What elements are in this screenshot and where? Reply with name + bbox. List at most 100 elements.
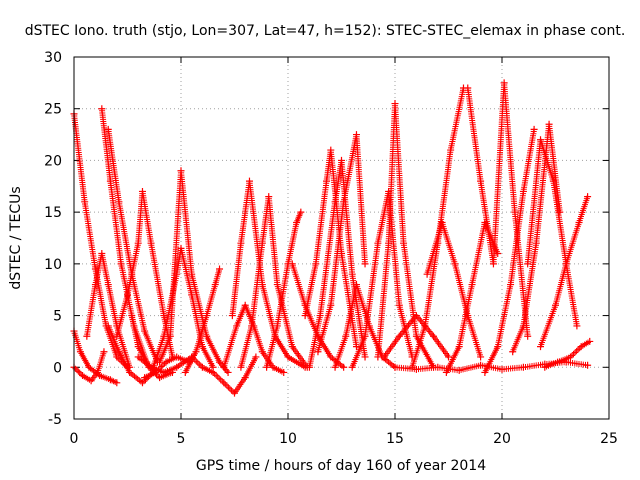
data-point	[141, 374, 149, 382]
data-point	[245, 177, 253, 185]
data-point	[198, 343, 206, 351]
data-point	[188, 353, 196, 361]
plot-frame	[73, 56, 610, 420]
data-point	[126, 368, 134, 376]
data-point	[192, 348, 200, 356]
data-point	[138, 187, 146, 195]
data-point	[288, 343, 296, 351]
data-point	[327, 146, 335, 154]
x-axis-label: GPS time / hours of day 160 of year 2014	[196, 458, 486, 474]
data-point-trail	[72, 350, 107, 383]
data-point	[166, 332, 174, 340]
data-point	[151, 368, 159, 376]
data-point	[124, 291, 131, 299]
data-point	[498, 365, 506, 373]
data-point	[113, 379, 121, 387]
data-point	[532, 239, 540, 247]
data-point	[104, 125, 112, 133]
data-series	[314, 131, 369, 356]
data-point	[104, 281, 112, 289]
data-point	[331, 363, 339, 371]
data-point-trail	[444, 221, 500, 374]
data-point	[575, 218, 583, 226]
data-point	[481, 368, 489, 376]
data-point	[361, 332, 369, 340]
data-point	[173, 363, 181, 371]
data-point	[314, 348, 322, 356]
data-point	[586, 337, 594, 345]
y-tick-label: 5	[53, 309, 62, 325]
data-point	[549, 177, 557, 185]
data-point	[562, 260, 570, 268]
data-point	[537, 136, 545, 144]
data-point	[584, 193, 592, 201]
data-point	[573, 322, 581, 330]
data-point	[455, 343, 463, 351]
data-point	[216, 358, 224, 366]
data-point	[489, 260, 497, 268]
data-point	[113, 332, 121, 340]
y-axis-label: dSTEC / TECUs	[8, 186, 24, 289]
data-point	[273, 322, 281, 330]
data-point	[258, 348, 266, 356]
data-point	[477, 361, 485, 369]
data-point	[562, 358, 570, 366]
data-point	[91, 281, 99, 289]
data-point	[519, 363, 527, 371]
data-point	[323, 177, 331, 185]
data-point	[519, 322, 527, 330]
data-series	[391, 358, 592, 374]
data-point	[524, 260, 532, 268]
data-series	[442, 218, 502, 376]
data-point	[301, 312, 309, 320]
data-point	[258, 239, 266, 247]
data-point	[228, 312, 236, 320]
data-series	[524, 136, 581, 330]
data-point	[265, 193, 273, 201]
y-tick-label: 20	[44, 153, 62, 169]
data-point	[91, 265, 99, 273]
data-point	[511, 208, 519, 216]
data-point-trail	[190, 355, 258, 395]
data-point	[348, 363, 356, 371]
data-point	[342, 332, 350, 340]
data-point	[220, 363, 228, 371]
data-point	[203, 312, 211, 320]
data-point	[106, 177, 114, 185]
data-point-trail	[510, 123, 563, 353]
data-point	[509, 348, 517, 356]
data-point	[380, 353, 388, 361]
data-point	[241, 301, 249, 309]
data-point	[305, 363, 313, 371]
data-point-trail	[409, 87, 466, 369]
data-point	[340, 363, 348, 371]
data-point	[361, 260, 369, 268]
data-point	[464, 84, 472, 92]
data-point	[552, 301, 559, 309]
data-point-trail	[264, 210, 304, 369]
data-point	[584, 361, 592, 369]
data-point	[134, 239, 142, 247]
data-point	[421, 322, 429, 330]
data-point	[293, 218, 301, 226]
chart-title: dSTEC Iono. truth (stjo, Lon=307, Lat=47…	[25, 23, 626, 39]
data-point	[385, 239, 393, 247]
data-point	[519, 187, 527, 195]
data-series	[464, 79, 532, 340]
data-point-trail	[289, 262, 345, 369]
data-point	[316, 312, 324, 320]
data-series	[348, 187, 416, 371]
data-point	[94, 368, 102, 376]
x-tick-label: 15	[386, 431, 404, 447]
y-tick-label: 30	[44, 50, 62, 66]
data-point	[391, 100, 399, 108]
data-point	[412, 312, 420, 320]
data-point	[76, 348, 84, 356]
data-point	[412, 365, 420, 373]
data-point	[434, 363, 442, 371]
data-series	[537, 193, 592, 351]
data-point	[331, 198, 339, 206]
data-point	[455, 366, 463, 374]
data-point	[412, 332, 420, 340]
data-point	[556, 208, 564, 216]
